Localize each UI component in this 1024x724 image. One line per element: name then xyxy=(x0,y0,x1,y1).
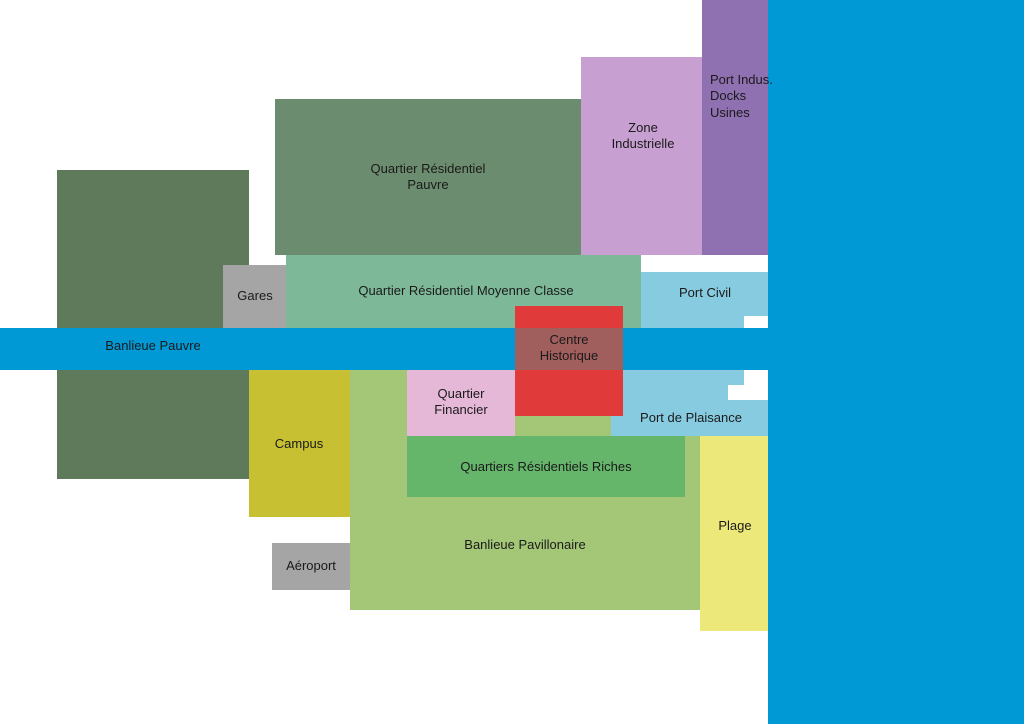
label-plage: Plage xyxy=(714,518,756,534)
zone-zone-industrielle xyxy=(581,57,702,255)
zone-sea xyxy=(768,0,1024,724)
label-historique: Centre Historique xyxy=(524,332,614,365)
label-gares: Gares xyxy=(228,288,282,304)
label-riches: Quartiers Résidentiels Riches xyxy=(436,459,656,475)
label-pavillonaire: Banlieue Pavillonaire xyxy=(440,537,610,553)
label-financier: Quartier Financier xyxy=(418,386,504,419)
city-zoning-diagram: Banlieue Pauvre Quartier Résidentiel Pauv… xyxy=(0,0,1024,724)
label-banlieue-pauvre: Banlieue Pauvre xyxy=(88,338,218,354)
label-moyenne-classe: Quartier Résidentiel Moyenne Classe xyxy=(326,283,606,299)
label-zone-industrielle: Zone Industrielle xyxy=(600,120,686,153)
label-port-plaisance: Port de Plaisance xyxy=(626,410,756,426)
zone-banlieue-pauvre xyxy=(57,170,249,479)
label-port-indus: Port Indus. Docks Usines xyxy=(710,72,790,121)
zone-port-indus xyxy=(702,0,768,255)
label-campus: Campus xyxy=(263,436,335,452)
label-quartier-pauvre: Quartier Résidentiel Pauvre xyxy=(358,161,498,194)
zone-port-step3 xyxy=(623,385,728,400)
label-port-civil: Port Civil xyxy=(660,285,750,301)
zone-port-step2 xyxy=(623,370,744,385)
label-aeroport: Aéroport xyxy=(280,558,342,574)
